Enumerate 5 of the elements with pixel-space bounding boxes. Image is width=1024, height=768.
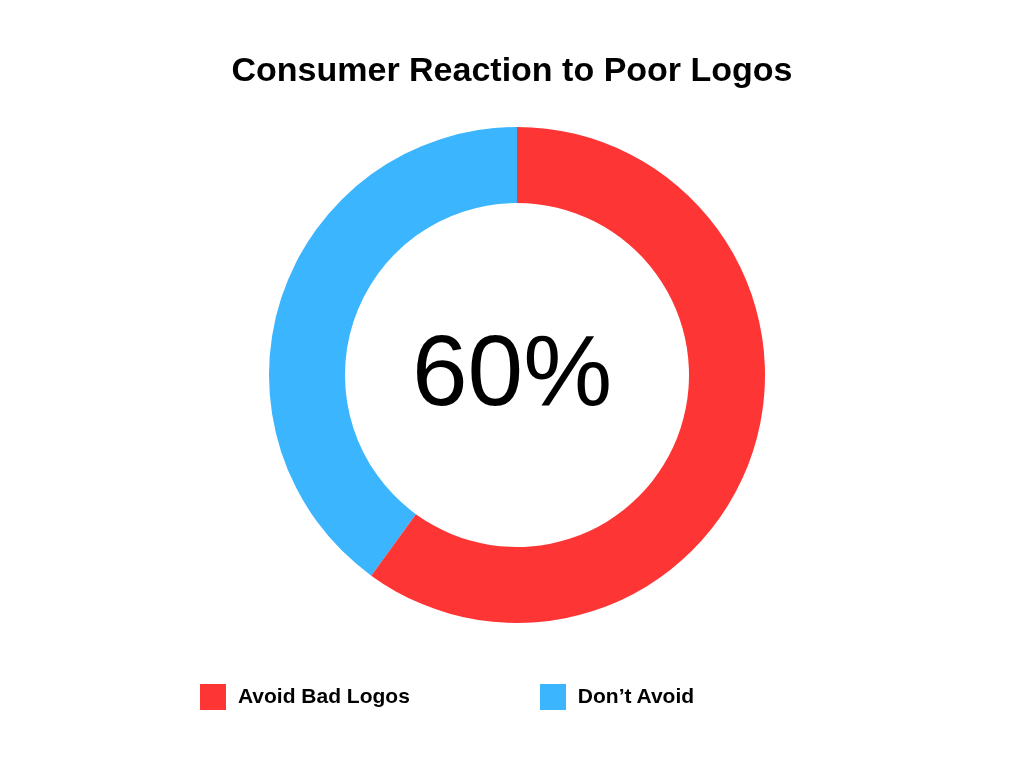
legend-label: Avoid Bad Logos	[237, 683, 410, 707]
chart-title: Consumer Reaction to Poor Logos	[230, 50, 794, 89]
text: 60%	[410, 313, 614, 428]
legend-label: Don’t Avoid	[577, 683, 695, 707]
donut-slice	[371, 127, 765, 623]
